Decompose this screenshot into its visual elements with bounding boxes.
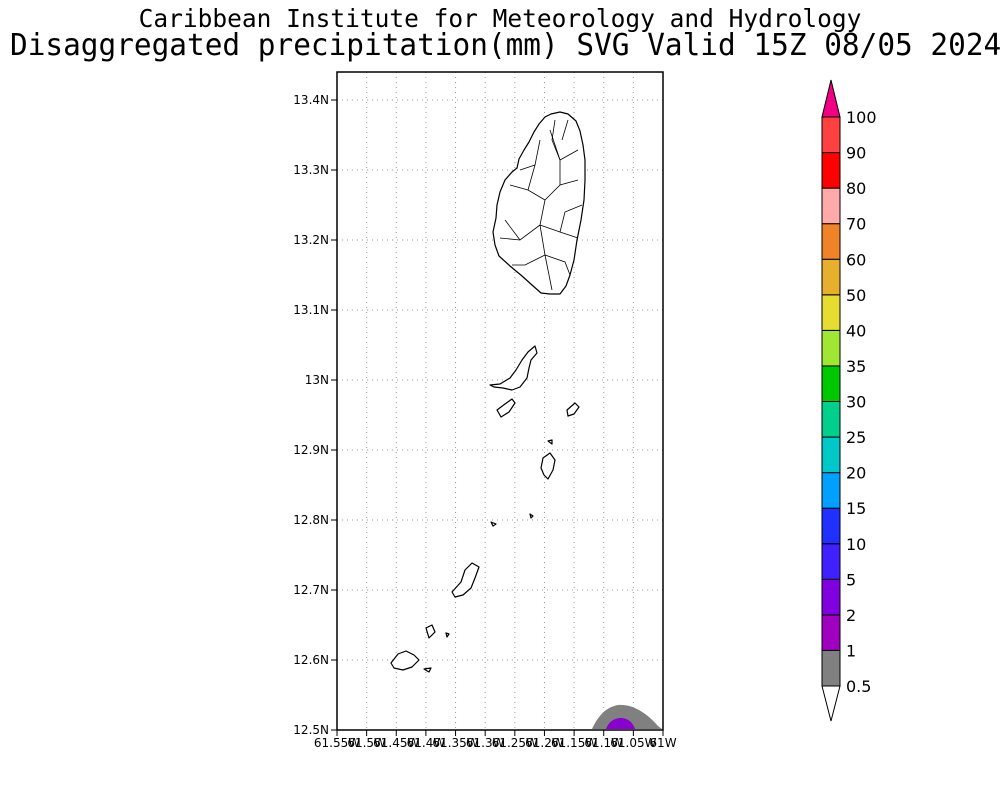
colorbar-segment (821, 258, 841, 296)
colorbar-label: 2 (846, 606, 856, 625)
islet (547, 439, 553, 445)
colorbar-segment (821, 614, 841, 651)
islet (566, 402, 580, 417)
lon-tick-label: 61.1W (584, 736, 623, 750)
lat-tick-label: 13.2N (293, 233, 329, 247)
bequia-island (489, 345, 538, 391)
island-outlines (390, 111, 586, 673)
precip-contour-0.5 (592, 704, 662, 729)
lat-tick-label: 12.7N (293, 583, 329, 597)
colorbar-label: 60 (846, 250, 866, 269)
colorbar-label: 50 (846, 286, 866, 305)
lon-tick-label: 61.15W (551, 736, 597, 750)
union-island (451, 562, 480, 598)
lon-tick-label: 61.35W (432, 736, 478, 750)
grid-lines (337, 72, 663, 730)
watershed-lines (499, 119, 583, 291)
colorbar-under-triangle (821, 685, 841, 722)
chart-subtitle: Disaggregated precipitation(mm) SVG Vali… (10, 28, 1000, 63)
islet (425, 624, 436, 639)
lat-tick-label: 13.4N (293, 93, 329, 107)
colorbar-segment (821, 649, 841, 687)
colorbar-segment (821, 294, 841, 331)
colorbar-label: 40 (846, 321, 866, 340)
colorbar-label: 70 (846, 215, 866, 234)
islet (490, 521, 497, 527)
colorbar-segment (821, 507, 841, 545)
carriacou-island (390, 650, 420, 671)
lon-tick-label: 61.2W (525, 736, 564, 750)
colorbar-label: 30 (846, 393, 866, 412)
colorbar-segment (821, 578, 841, 616)
colorbar-segment (821, 543, 841, 580)
lon-tick-label: 61.3W (466, 736, 505, 750)
lon-tick-label: 61.05W (610, 736, 656, 750)
lon-tick-label: 61.5W (347, 736, 386, 750)
chart-title: Caribbean Institute for Meteorology and … (138, 4, 862, 33)
lat-tick-label: 13N (305, 373, 329, 387)
colorbar-label: 20 (846, 464, 866, 483)
precip-contour-2 (606, 718, 635, 729)
colorbar-segment (821, 401, 841, 438)
colorbar-label: 15 (846, 499, 866, 518)
plot-frame (336, 71, 664, 731)
colorbar-label: 35 (846, 357, 866, 376)
lon-tick-label: 61.4W (407, 736, 446, 750)
st-vincent-island (492, 111, 586, 295)
colorbar-segment (821, 436, 841, 474)
lat-tick-label: 13.1N (293, 303, 329, 317)
colorbar-label: 25 (846, 428, 866, 447)
colorbar-segment (821, 472, 841, 509)
lat-tick-label: 12.6N (293, 653, 329, 667)
lat-tick-label: 12.8N (293, 513, 329, 527)
islet (445, 632, 450, 638)
colorbar-segment (821, 365, 841, 402)
lon-tick-label: 61.45W (373, 736, 419, 750)
colorbar-segment (821, 116, 841, 154)
lon-tick-label: 61W (649, 736, 676, 750)
lon-tick-label: 61.55W (314, 736, 360, 750)
colorbar-label: 1 (846, 641, 856, 660)
colorbar-segment (821, 329, 841, 367)
colorbar-label: 100 (846, 108, 877, 127)
axes: 12.5N 12.6N 12.7N 12.8N 12.9N 13N 13.1N 13.2N 13… (293, 93, 676, 750)
islet (423, 667, 432, 673)
colorbar-label: 80 (846, 179, 866, 198)
colorbar-label: 90 (846, 144, 866, 163)
colorbar-segment (821, 152, 841, 189)
islet (529, 513, 534, 519)
lat-tick-label: 13.3N (293, 163, 329, 177)
colorbar-label: 10 (846, 535, 866, 554)
lat-tick-label: 12.5N (293, 723, 329, 737)
colorbar-segment (821, 187, 841, 225)
lon-tick-label: 61.25W (492, 736, 538, 750)
islet (496, 398, 516, 418)
colorbar-segment (821, 223, 841, 260)
colorbar-label: 5 (846, 570, 856, 589)
precipitation-area (592, 704, 662, 729)
colorbar-over-triangle (821, 79, 841, 118)
canouan-island (540, 452, 556, 480)
colorbar-label: 0.5 (846, 677, 871, 696)
lat-tick-label: 12.9N (293, 443, 329, 457)
